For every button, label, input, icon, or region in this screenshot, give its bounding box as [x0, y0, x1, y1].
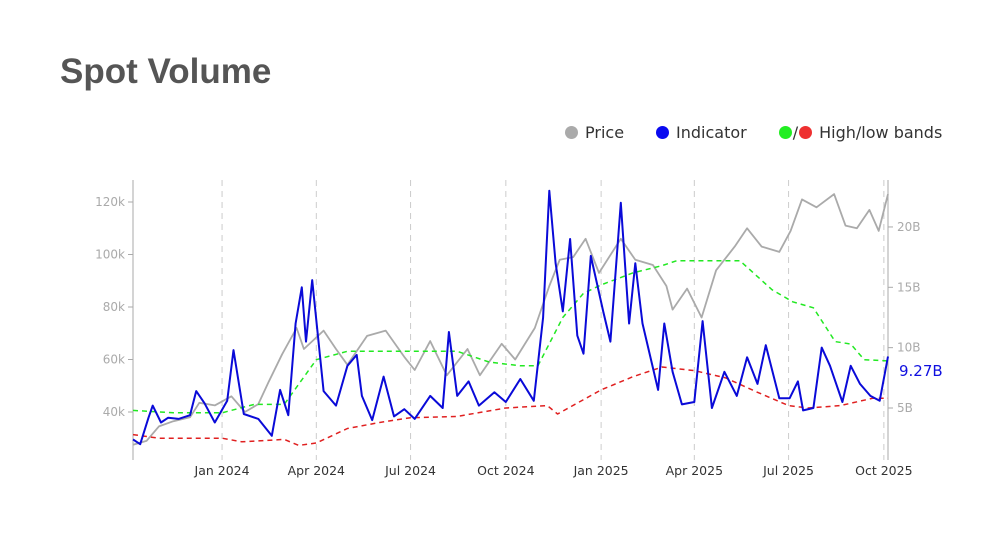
price-dot-icon: [565, 126, 578, 139]
high-band-dot-icon: [778, 126, 792, 139]
right-tick-label: 15B: [897, 280, 921, 294]
left-tick-label: 100k: [95, 248, 125, 262]
series-line-price: [132, 193, 889, 446]
legend-item-bands[interactable]: / High/low bands: [778, 123, 943, 142]
x-tick-label: Jul 2025: [762, 463, 814, 478]
left-tick-label: 80k: [103, 300, 125, 314]
x-tick-label: Oct 2025: [855, 463, 912, 478]
x-tick-label: Apr 2025: [666, 463, 723, 478]
legend-label-price: Price: [585, 123, 625, 142]
left-tick-label: 40k: [103, 405, 125, 419]
x-tick-label: Oct 2024: [477, 463, 534, 478]
last-value-label: 9.27B: [899, 362, 943, 380]
legend: Price Indicator / High/low bands: [565, 123, 974, 142]
low-band-dot-icon: [799, 126, 813, 139]
legend-item-price[interactable]: Price: [565, 123, 624, 142]
series-line-indicator: [132, 189, 889, 446]
legend-label-indicator: Indicator: [676, 123, 747, 142]
chart-title: Spot Volume: [60, 52, 272, 91]
legend-label-bands: High/low bands: [819, 123, 943, 142]
indicator-dot-icon: [656, 126, 670, 139]
x-tick-label: Jan 2024: [194, 463, 250, 478]
x-tick-label: Apr 2024: [288, 463, 345, 478]
right-tick-label: 10B: [897, 341, 921, 355]
left-tick-label: 120k: [95, 195, 125, 209]
series-line-high-band: [132, 259, 889, 414]
legend-slash: /: [792, 123, 799, 142]
x-tick-label: Jul 2024: [384, 463, 436, 478]
x-tick-label: Jan 2025: [573, 463, 629, 478]
right-tick-label: 20B: [897, 220, 921, 234]
right-tick-label: 5B: [897, 401, 913, 415]
legend-item-indicator[interactable]: Indicator: [656, 123, 747, 142]
left-tick-label: 60k: [103, 353, 125, 367]
